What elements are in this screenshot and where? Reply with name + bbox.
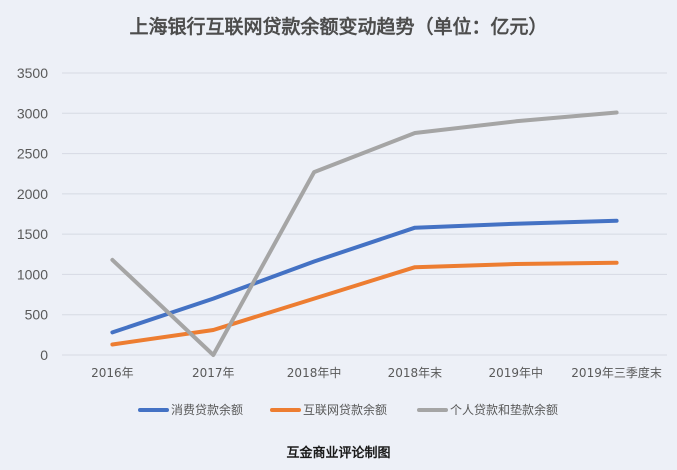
y-tick-label: 3500: [17, 65, 48, 81]
legend-label: 个人贷款和垫款余额: [450, 402, 558, 417]
footer-credit: 互金商业评论制图: [286, 445, 390, 461]
series-line-2: [110, 260, 619, 347]
chart-title: 上海银行互联网贷款余额变动趋势（单位：亿元）: [129, 15, 547, 38]
legend: 消费贷款余额 互联网贷款余额 个人贷款和垫款余额: [138, 402, 558, 417]
x-tick-label: 2017年: [192, 366, 235, 380]
x-tick-label: 2018年末: [388, 366, 443, 380]
legend-label: 互联网贷款余额: [303, 402, 387, 417]
y-axis-ticks: 0 500 1000 1500 2000 2500 3000 3500: [17, 65, 48, 363]
y-tick-label: 500: [25, 307, 49, 323]
y-tick-label: 1000: [17, 266, 48, 282]
x-tick-label: 2016年: [91, 366, 134, 380]
series-line-3: [110, 110, 619, 357]
y-tick-label: 0: [40, 347, 48, 363]
series-line-1: [110, 218, 619, 335]
x-tick-label: 2019年中: [488, 365, 543, 380]
y-tick-label: 1500: [17, 226, 48, 242]
series-lines: [110, 110, 619, 357]
x-tick-label: 2019年三季度末: [571, 365, 662, 380]
y-tick-label: 3000: [17, 105, 48, 121]
x-tick-label: 2018年中: [287, 365, 342, 380]
y-tick-label: 2500: [17, 146, 48, 162]
y-tick-label: 2000: [17, 186, 48, 202]
x-axis-ticks: 2016年 2017年 2018年中 2018年末 2019年中 2019年三季度末: [91, 365, 662, 380]
legend-label: 消费贷款余额: [171, 402, 243, 417]
